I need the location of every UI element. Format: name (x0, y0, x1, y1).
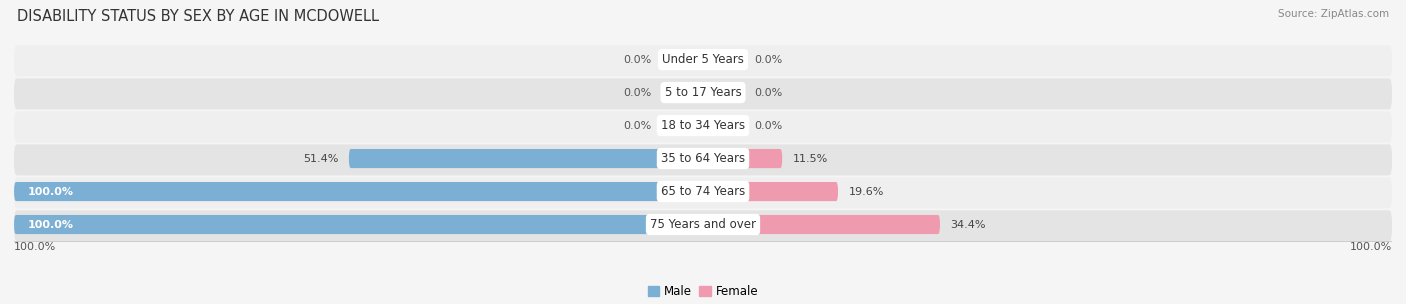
FancyBboxPatch shape (14, 177, 1392, 208)
FancyBboxPatch shape (662, 50, 703, 69)
Text: 18 to 34 Years: 18 to 34 Years (661, 119, 745, 132)
Text: 5 to 17 Years: 5 to 17 Years (665, 86, 741, 99)
FancyBboxPatch shape (703, 83, 744, 102)
Text: 0.0%: 0.0% (755, 88, 783, 98)
Text: 100.0%: 100.0% (28, 187, 75, 197)
FancyBboxPatch shape (703, 182, 838, 201)
Text: 35 to 64 Years: 35 to 64 Years (661, 152, 745, 165)
Text: 65 to 74 Years: 65 to 74 Years (661, 185, 745, 198)
Text: 0.0%: 0.0% (623, 121, 651, 130)
FancyBboxPatch shape (14, 78, 1392, 109)
FancyBboxPatch shape (349, 149, 703, 168)
Text: 0.0%: 0.0% (623, 55, 651, 64)
Text: 0.0%: 0.0% (755, 121, 783, 130)
FancyBboxPatch shape (662, 83, 703, 102)
Text: 0.0%: 0.0% (755, 55, 783, 64)
Text: 75 Years and over: 75 Years and over (650, 218, 756, 231)
FancyBboxPatch shape (703, 116, 744, 135)
FancyBboxPatch shape (703, 215, 941, 234)
Text: 100.0%: 100.0% (14, 242, 56, 252)
Text: 100.0%: 100.0% (28, 219, 75, 230)
FancyBboxPatch shape (703, 50, 744, 69)
FancyBboxPatch shape (14, 215, 703, 234)
Text: Under 5 Years: Under 5 Years (662, 53, 744, 66)
Legend: Male, Female: Male, Female (643, 281, 763, 303)
FancyBboxPatch shape (662, 116, 703, 135)
FancyBboxPatch shape (703, 149, 782, 168)
FancyBboxPatch shape (14, 111, 1392, 142)
Text: 51.4%: 51.4% (304, 154, 339, 164)
Text: Source: ZipAtlas.com: Source: ZipAtlas.com (1278, 9, 1389, 19)
Text: 0.0%: 0.0% (623, 88, 651, 98)
FancyBboxPatch shape (14, 210, 1392, 241)
FancyBboxPatch shape (14, 144, 1392, 175)
Text: DISABILITY STATUS BY SEX BY AGE IN MCDOWELL: DISABILITY STATUS BY SEX BY AGE IN MCDOW… (17, 9, 378, 24)
FancyBboxPatch shape (14, 45, 1392, 76)
Text: 19.6%: 19.6% (848, 187, 884, 197)
FancyBboxPatch shape (14, 182, 703, 201)
Text: 11.5%: 11.5% (793, 154, 828, 164)
Text: 34.4%: 34.4% (950, 219, 986, 230)
Text: 100.0%: 100.0% (1350, 242, 1392, 252)
